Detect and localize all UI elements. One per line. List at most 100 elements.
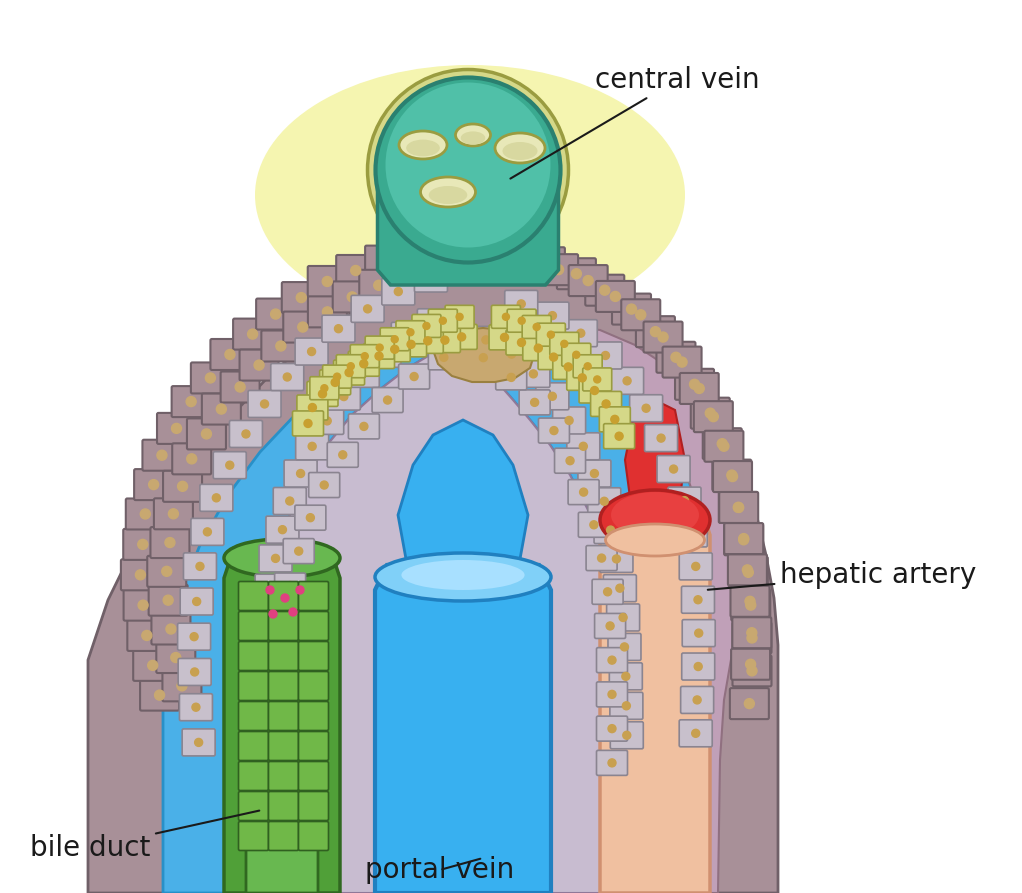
FancyBboxPatch shape [142,439,182,471]
FancyBboxPatch shape [264,714,294,739]
FancyBboxPatch shape [269,672,298,700]
Circle shape [742,565,752,575]
Circle shape [410,372,418,380]
Circle shape [669,465,678,473]
Circle shape [296,293,307,303]
Circle shape [616,584,623,592]
Circle shape [383,396,391,404]
FancyBboxPatch shape [184,553,217,580]
FancyBboxPatch shape [133,650,172,680]
Circle shape [410,252,420,262]
Circle shape [423,322,430,330]
Circle shape [430,318,437,326]
FancyBboxPatch shape [557,258,596,289]
FancyBboxPatch shape [718,492,757,522]
Circle shape [333,373,340,380]
Circle shape [621,672,630,680]
Circle shape [334,325,342,333]
Circle shape [610,291,620,302]
Ellipse shape [611,492,699,538]
FancyBboxPatch shape [178,658,212,686]
Circle shape [517,300,525,308]
Circle shape [275,722,283,730]
FancyBboxPatch shape [380,328,409,351]
Circle shape [296,470,305,478]
Circle shape [708,412,718,421]
Circle shape [286,581,294,589]
FancyBboxPatch shape [346,361,379,388]
FancyBboxPatch shape [468,346,499,371]
Circle shape [140,509,150,519]
Circle shape [444,248,454,258]
FancyBboxPatch shape [368,340,401,367]
Circle shape [148,480,158,489]
FancyBboxPatch shape [555,448,586,473]
Circle shape [278,526,286,534]
FancyBboxPatch shape [151,613,190,645]
Circle shape [283,373,291,381]
Circle shape [262,672,269,680]
Circle shape [482,336,490,344]
FancyBboxPatch shape [610,722,643,748]
FancyBboxPatch shape [349,351,379,376]
Circle shape [503,313,509,321]
FancyBboxPatch shape [292,411,324,436]
Circle shape [247,330,258,339]
FancyBboxPatch shape [597,716,628,741]
FancyBboxPatch shape [248,692,281,719]
Circle shape [429,263,438,273]
Ellipse shape [246,606,318,634]
Circle shape [695,629,703,637]
Circle shape [694,383,704,394]
Circle shape [585,363,591,370]
FancyBboxPatch shape [713,461,752,492]
Polygon shape [490,340,708,893]
FancyBboxPatch shape [269,641,298,671]
Circle shape [687,530,695,538]
FancyBboxPatch shape [447,245,485,276]
FancyBboxPatch shape [428,345,459,370]
Circle shape [608,656,616,664]
Circle shape [623,377,632,385]
Circle shape [606,622,614,630]
FancyBboxPatch shape [733,622,772,654]
FancyBboxPatch shape [608,633,641,661]
Circle shape [407,340,415,348]
FancyBboxPatch shape [657,455,690,482]
Circle shape [374,280,383,290]
FancyBboxPatch shape [564,320,597,346]
FancyBboxPatch shape [173,443,212,474]
FancyBboxPatch shape [256,574,288,601]
Circle shape [501,333,509,341]
Circle shape [360,422,368,430]
Circle shape [717,438,728,448]
Circle shape [439,317,447,324]
Circle shape [427,274,435,282]
Circle shape [164,595,173,605]
Polygon shape [264,335,628,893]
FancyBboxPatch shape [295,505,326,530]
FancyBboxPatch shape [275,573,306,598]
FancyBboxPatch shape [308,296,346,328]
FancyBboxPatch shape [553,355,584,380]
FancyBboxPatch shape [492,305,520,329]
FancyBboxPatch shape [567,433,600,460]
Circle shape [529,370,538,378]
FancyBboxPatch shape [298,641,328,671]
Circle shape [391,336,399,343]
Ellipse shape [600,490,710,550]
FancyBboxPatch shape [490,325,520,350]
Circle shape [594,376,601,383]
Text: hepatic artery: hepatic artery [708,561,976,589]
Circle shape [694,596,702,604]
Circle shape [439,354,448,362]
Circle shape [277,652,285,660]
Circle shape [727,470,737,480]
FancyBboxPatch shape [336,355,365,378]
Polygon shape [377,180,558,285]
Circle shape [308,347,316,355]
Circle shape [743,567,753,577]
FancyBboxPatch shape [636,316,675,347]
Text: portal vein: portal vein [365,856,514,884]
Polygon shape [433,328,535,382]
